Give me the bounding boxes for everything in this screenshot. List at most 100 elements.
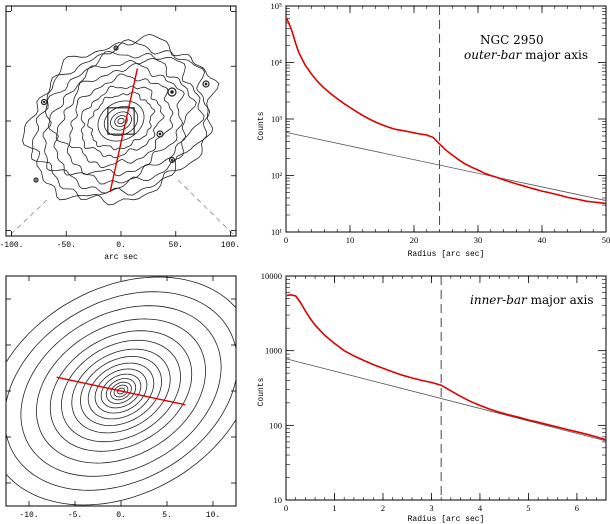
star-blob — [167, 87, 177, 97]
inner-disk-fit-line — [285, 358, 607, 442]
star-core — [204, 82, 208, 86]
isophote-contour — [80, 85, 165, 159]
isophote-contour — [20, 305, 222, 477]
x-tick-label: 4 — [478, 503, 483, 513]
zoom-connector-right — [177, 179, 237, 238]
isophote-contour — [87, 362, 155, 420]
isophote-contour — [103, 106, 139, 137]
x-tick-label: -100. — [0, 241, 23, 250]
outer-profile-ylabel: Counts — [257, 111, 266, 140]
isophote-contour — [97, 100, 145, 142]
inner-profile-ylabel: Counts — [257, 377, 266, 406]
inner-bar-axis-line — [56, 376, 186, 406]
x-tick-label: -10. — [19, 511, 38, 520]
outer-isophotes — [22, 33, 220, 206]
star-core — [170, 90, 174, 94]
zoom-connector-left — [7, 199, 48, 238]
x-tick-label: 0. — [116, 241, 126, 250]
x-tick-label: 6 — [575, 503, 579, 513]
outer-profile-ticks: 0 10 20 30 40 50 10¹ 10² 10³ 10⁴ 10⁵ — [271, 1, 610, 245]
x-tick-label: 10. — [206, 511, 220, 520]
isophote-contour — [69, 73, 174, 169]
star-blob — [113, 45, 119, 51]
isophote-contour — [113, 384, 129, 398]
isophote-contour — [22, 33, 220, 206]
isophote-contour — [48, 57, 197, 185]
inner-isophotes — [6, 276, 236, 506]
x-tick-label: 50. — [169, 241, 183, 250]
x-tick-label: 3 — [429, 503, 433, 513]
isophote-contour — [42, 51, 205, 194]
y-tick-label: 10³ — [271, 114, 283, 124]
x-tick-label: 30 — [474, 235, 483, 245]
star-core — [42, 100, 46, 104]
isophote-contour — [100, 373, 142, 409]
isophote-contour — [49, 330, 193, 452]
isophote-contour — [55, 62, 185, 177]
outer-profile-title: NGC 2950 — [480, 33, 544, 47]
star-blob — [202, 80, 210, 88]
isophote-contour — [61, 339, 181, 443]
star-core — [115, 47, 117, 49]
x-tick-label: 0 — [284, 235, 288, 245]
x-tick-label: 2 — [381, 503, 385, 513]
isophote-contour — [30, 39, 211, 201]
star-blob — [33, 177, 39, 183]
inner-bar-profile-panel: 0 1 2 3 4 5 6 10 100 1000 10000 inner-bar major ax… — [257, 271, 607, 524]
outer-disk-fit-line — [285, 131, 607, 201]
x-tick-label: 0. — [116, 511, 126, 520]
outer-profile-frame — [285, 5, 607, 233]
isophote-contour — [114, 115, 128, 127]
outer-bar-axis-line — [109, 68, 139, 193]
isophote-contour — [6, 291, 236, 491]
star-blob — [168, 156, 176, 164]
isophote-contour — [110, 381, 132, 401]
isophote-contour — [110, 111, 132, 131]
isophote-contour — [6, 276, 236, 506]
outer-profile-xlabel: Radius [arc sec] — [408, 250, 485, 259]
star-blob — [40, 98, 48, 106]
outer-contour-ticks: -100. -50. 0. 50. 100. — [0, 6, 240, 250]
x-tick-label: 1 — [332, 503, 336, 513]
zoom-region-box — [107, 107, 135, 135]
inner-contour-panel: -10. -5. 0. 5. 10. — [5, 275, 237, 520]
x-tick-label: 50 — [602, 235, 610, 245]
isophote-contour — [80, 355, 162, 427]
inner-profile-xlabel: Radius [arc sec] — [408, 515, 485, 524]
y-tick-label: 10000 — [261, 271, 282, 281]
x-tick-label: 5. — [162, 511, 172, 520]
y-tick-label: 10² — [271, 171, 283, 181]
x-tick-label: 100. — [221, 241, 240, 250]
outer-profile-subtitle: outer-bar major axis — [464, 48, 588, 62]
isophote-contour — [71, 348, 171, 434]
isophote-contour — [117, 117, 125, 125]
x-tick-label: 20 — [410, 235, 419, 245]
isophote-contour — [105, 378, 137, 404]
x-tick-label: 5 — [526, 503, 530, 513]
star-core — [158, 132, 162, 136]
outer-bar-profile-panel: 0 10 20 30 40 50 10¹ 10² 10³ 10⁴ 10⁵ NGC 2950 oute… — [257, 1, 610, 259]
isophote-contour — [94, 368, 148, 414]
y-tick-label: 100 — [269, 420, 282, 430]
star-blob — [156, 130, 164, 138]
star-core — [35, 179, 37, 181]
y-tick-label: 10 — [274, 495, 283, 505]
outer-contour-panel: -100. -50. 0. 50. 100. arc sec — [0, 5, 240, 262]
x-tick-label: -5. — [68, 511, 82, 520]
y-tick-label: 10¹ — [271, 227, 283, 237]
outer-contour-xlabel: arc sec — [104, 253, 138, 262]
inner-profile-curve — [286, 293, 607, 441]
inner-contour-ticks: -10. -5. 0. 5. 10. — [6, 276, 236, 520]
y-tick-label: 1000 — [265, 346, 282, 356]
star-core — [170, 158, 174, 162]
x-tick-label: 10 — [346, 235, 355, 245]
inner-profile-subtitle: inner-bar major axis — [470, 293, 594, 307]
x-tick-label: -50. — [57, 241, 76, 250]
y-tick-label: 10⁵ — [271, 1, 283, 11]
y-tick-label: 10⁴ — [271, 58, 283, 68]
outer-profile-curve — [285, 17, 607, 205]
isophote-contour — [36, 318, 206, 464]
inner-profile-frame — [285, 275, 607, 501]
outer-foreground-stars — [33, 45, 210, 183]
